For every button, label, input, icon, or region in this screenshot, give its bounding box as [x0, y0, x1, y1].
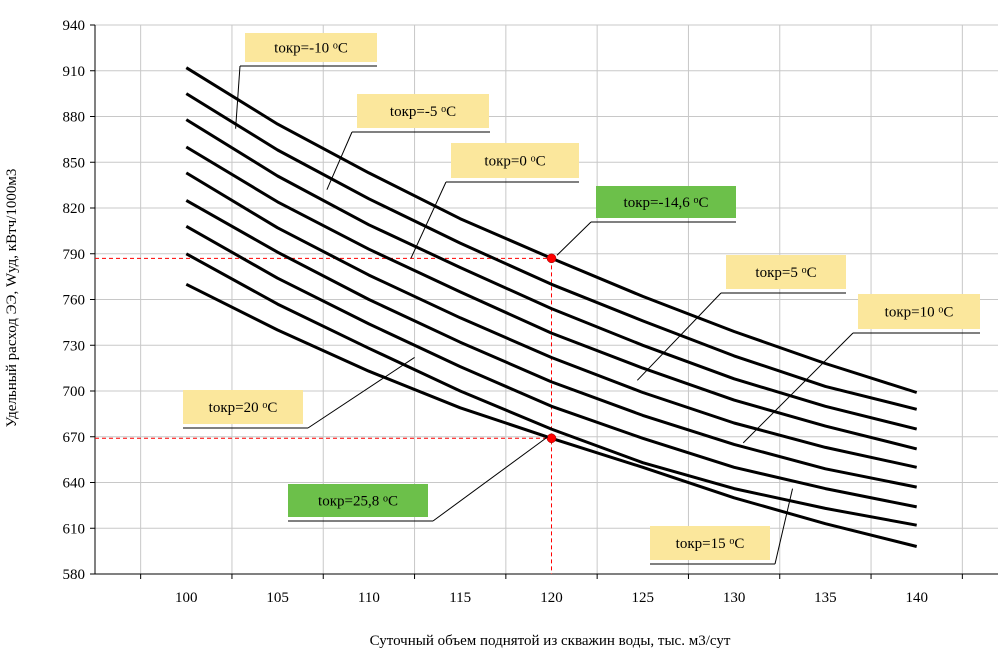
series-line [185, 224, 917, 509]
annotation-label: tокр=20 oC [183, 357, 415, 429]
y-tick-label: 700 [63, 384, 86, 400]
series-line [185, 252, 917, 527]
annotation-label: tокр=-5 oC [326, 94, 490, 190]
series-line [185, 118, 918, 431]
marker-point [546, 253, 557, 264]
x-tick-label: 115 [449, 590, 471, 606]
series-line [185, 145, 918, 451]
markers [546, 253, 557, 444]
annotation-text: tокр=20 oC [209, 400, 278, 416]
annotation-leader [774, 488, 794, 565]
annotation-leader [326, 131, 353, 190]
y-tick-label: 580 [63, 567, 86, 583]
x-tick-label: 120 [540, 590, 563, 606]
x-tick-label: 125 [632, 590, 655, 606]
annotation-leader [307, 357, 415, 429]
annotation-leader [235, 65, 241, 129]
annotation-leader [556, 221, 592, 256]
annotation-text: tокр=-10 oC [274, 41, 348, 57]
series-lines [185, 66, 918, 548]
annotation-label: tокр=15 oC [650, 488, 794, 565]
annotation-highlight [183, 390, 303, 424]
annotation-text: tокр=0 oC [484, 154, 545, 170]
annotation-text: tокр=10 oC [885, 305, 954, 321]
y-tick-label: 880 [63, 110, 86, 126]
x-axis-title: Суточный объем поднятой из скважин воды,… [370, 633, 731, 649]
y-tick-label: 910 [63, 64, 86, 80]
y-tick-label: 760 [63, 293, 86, 309]
x-tick-label: 130 [723, 590, 746, 606]
annotation-text: tокр=15 oC [676, 536, 745, 552]
annotation-highlight [288, 484, 428, 517]
marker-point [546, 433, 557, 444]
y-tick-label: 670 [63, 430, 86, 446]
annotation-label: tокр=-14,6 oC [556, 186, 736, 256]
annotation-leader [432, 436, 549, 522]
x-tick-label: 140 [905, 590, 928, 606]
guide-lines [95, 257, 552, 574]
tick-labels: 580 610 640 670 700 730 760 790 820 850 880 910 940 1… [63, 18, 928, 606]
annotation-text: tокр=25,8 oC [318, 494, 398, 510]
annotation-label: tокр=25,8 oC [288, 436, 549, 522]
annotation-leader [742, 332, 854, 444]
y-tick-label: 940 [63, 18, 86, 34]
annotation-label: tокр=-10 oC [235, 33, 377, 129]
x-tick-label: 135 [814, 590, 837, 606]
annotation-highlight [858, 294, 980, 329]
annotation-label: tокр=5 oC [636, 255, 846, 381]
annotation-highlight [451, 143, 579, 178]
annotation-highlight [650, 526, 770, 560]
y-tick-label: 850 [63, 155, 86, 171]
annotation-leader [636, 292, 722, 381]
annotation-highlight [245, 33, 377, 62]
y-tick-label: 730 [63, 338, 86, 354]
annotations: tокр=-10 oC tокр=-5 oC tокр=0 oC tокр=-14,6… [183, 33, 980, 565]
y-tick-label: 640 [63, 476, 86, 492]
series-line [185, 92, 918, 411]
y-tick-label: 820 [63, 201, 86, 217]
annotation-text: tокр=5 oC [755, 265, 816, 281]
annotation-highlight [357, 94, 489, 128]
annotation-text: tокр=-5 oC [390, 104, 456, 120]
y-tick-label: 790 [63, 247, 86, 263]
x-tick-label: 110 [358, 590, 380, 606]
y-axis-title: Удельный расход ЭЭ, Wуд, кВтч/1000м3 [4, 169, 20, 428]
y-tick-label: 610 [63, 521, 86, 537]
annotation-highlight [726, 255, 846, 289]
annotation-highlight [596, 186, 736, 218]
annotation-text: tокр=-14,6 oC [624, 195, 709, 211]
series-line [185, 171, 918, 469]
annotation-label: tокр=0 oC [410, 143, 579, 259]
annotation-leader [410, 181, 447, 259]
x-tick-label: 105 [266, 590, 289, 606]
series-line [185, 199, 917, 489]
annotation-label: tокр=10 oC [742, 294, 980, 444]
x-tick-label: 100 [175, 590, 198, 606]
